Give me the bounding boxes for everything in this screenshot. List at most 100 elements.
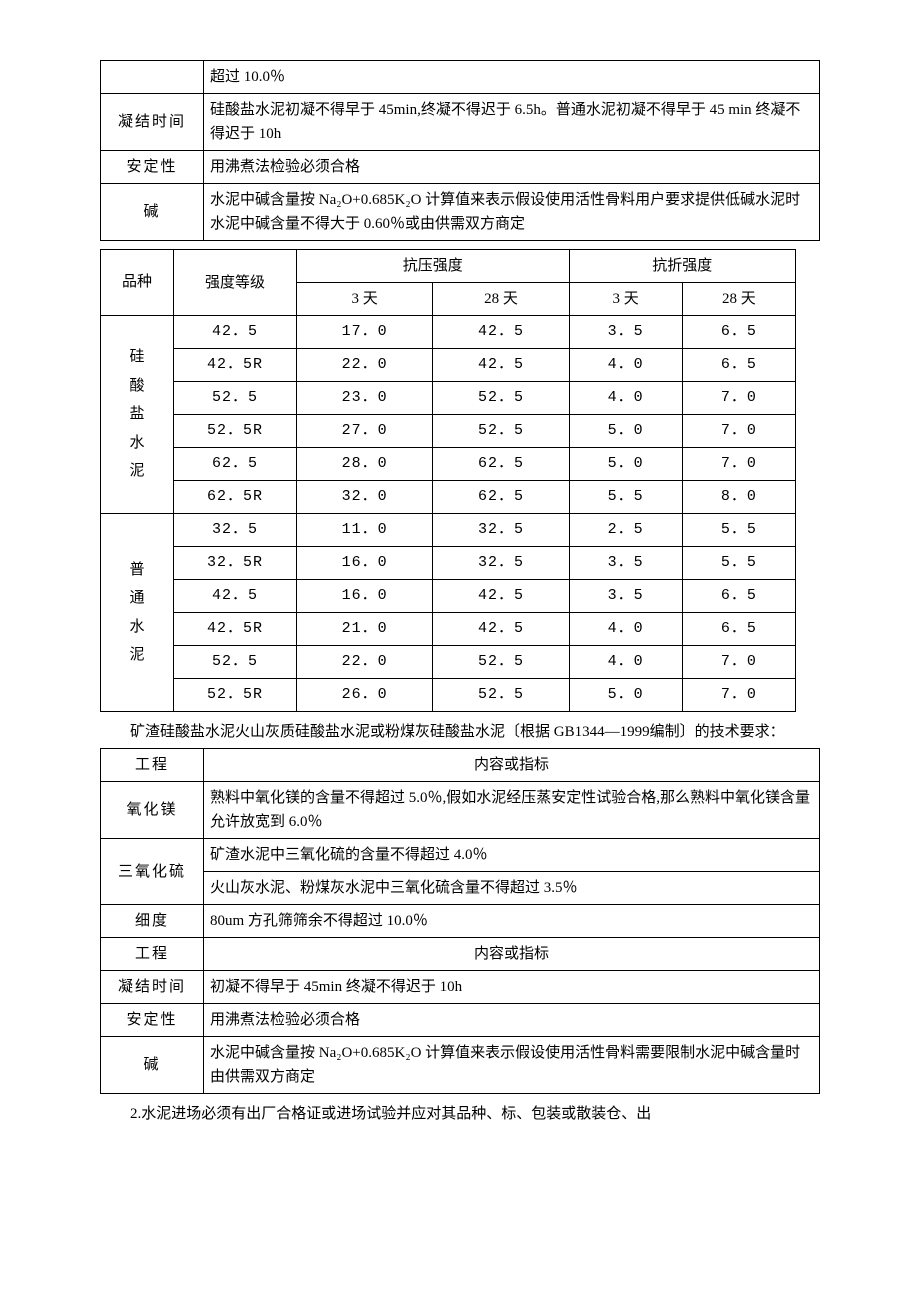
cell-c3: 16．0 [297,580,433,613]
cell-c3: 16．0 [297,547,433,580]
row-label: 安定性 [101,1004,204,1037]
cell-f28: 5．5 [682,514,795,547]
row-label: 凝结时间 [101,94,204,151]
properties-table-1: 超过 10.0％凝结时间硅酸盐水泥初凝不得早于 45min,终凝不得迟于 6.5… [100,60,820,241]
cell-f3: 2．5 [569,514,682,547]
cell-f3: 5．0 [569,415,682,448]
col-comp: 抗压强度 [297,250,570,283]
variety-label: 硅酸盐水泥 [101,316,174,514]
cell-grade: 42．5R [174,613,297,646]
row-label: 安定性 [101,151,204,184]
cell-c28: 62．5 [433,448,569,481]
cell-f3: 3．5 [569,547,682,580]
cell-f28: 7．0 [682,448,795,481]
paragraph-1: 矿渣硅酸盐水泥火山灰质硅酸盐水泥或粉煤灰硅酸盐水泥〔根据 GB1344—1999… [100,720,820,744]
cell-grade: 42．5 [174,316,297,349]
cell-f3: 5．0 [569,679,682,712]
cell-grade: 52．5R [174,415,297,448]
cell-grade: 62．5R [174,481,297,514]
col-28d: 28 天 [682,283,795,316]
variety-label: 普通水泥 [101,514,174,712]
row-content: 初凝不得早于 45min 终凝不得迟于 10h [204,971,820,1004]
cell-grade: 52．5 [174,382,297,415]
cell-grade: 42．5R [174,349,297,382]
row-label: 碱 [101,184,204,241]
row-content: 超过 10.0％ [204,61,820,94]
col-flex: 抗折强度 [569,250,795,283]
cell-grade: 52．5R [174,679,297,712]
cell-c28: 42．5 [433,613,569,646]
cell-grade: 52．5 [174,646,297,679]
row-content: 内容或指标 [204,749,820,782]
cell-c3: 28．0 [297,448,433,481]
row-content: 水泥中碱含量按 Na₂O+0.685K₂O 计算值来表示假设使用活性骨料需要限制… [204,1037,820,1094]
paragraph-2: 2.水泥进场必须有出厂合格证或进场试验并应对其品种、标、包装或散装仓、出 [100,1102,820,1126]
cell-f28: 6．5 [682,316,795,349]
cell-c3: 21．0 [297,613,433,646]
cell-f28: 7．0 [682,382,795,415]
cell-c28: 42．5 [433,316,569,349]
cell-c28: 32．5 [433,547,569,580]
cell-f3: 4．0 [569,613,682,646]
col-variety: 品种 [101,250,174,316]
cell-f3: 4．0 [569,382,682,415]
cell-c28: 42．5 [433,349,569,382]
cell-grade: 32．5 [174,514,297,547]
cell-f3: 3．5 [569,580,682,613]
row-content: 用沸煮法检验必须合格 [204,151,820,184]
cell-c28: 62．5 [433,481,569,514]
row-label: 工程 [101,749,204,782]
cell-c28: 52．5 [433,382,569,415]
cell-c3: 23．0 [297,382,433,415]
cell-c3: 22．0 [297,349,433,382]
col-28d: 28 天 [433,283,569,316]
cell-f3: 3．5 [569,316,682,349]
cell-c3: 26．0 [297,679,433,712]
row-content: 矿渣水泥中三氧化硫的含量不得超过 4.0％ [204,839,820,872]
cell-grade: 62．5 [174,448,297,481]
cell-grade: 42．5 [174,580,297,613]
row-content: 80um 方孔筛筛余不得超过 10.0％ [204,905,820,938]
cell-grade: 32．5R [174,547,297,580]
cell-f3: 5．0 [569,448,682,481]
properties-table-2: 工程内容或指标氧化镁熟料中氧化镁的含量不得超过 5.0％,假如水泥经压蒸安定性试… [100,748,820,1094]
cell-f28: 5．5 [682,547,795,580]
cell-f28: 6．5 [682,580,795,613]
cell-f28: 6．5 [682,613,795,646]
cell-c28: 42．5 [433,580,569,613]
cell-c3: 11．0 [297,514,433,547]
cell-c3: 27．0 [297,415,433,448]
row-content: 内容或指标 [204,938,820,971]
cell-c28: 52．5 [433,679,569,712]
row-content: 熟料中氧化镁的含量不得超过 5.0％,假如水泥经压蒸安定性试验合格,那么熟料中氧… [204,782,820,839]
row-label: 工程 [101,938,204,971]
col-3d: 3 天 [297,283,433,316]
cell-f28: 7．0 [682,415,795,448]
row-content: 用沸煮法检验必须合格 [204,1004,820,1037]
cell-c28: 52．5 [433,646,569,679]
cell-f3: 5．5 [569,481,682,514]
cell-f28: 6．5 [682,349,795,382]
col-grade: 强度等级 [174,250,297,316]
cell-f3: 4．0 [569,646,682,679]
row-label: 三氧化硫 [101,839,204,905]
cell-c3: 32．0 [297,481,433,514]
row-label: 氧化镁 [101,782,204,839]
cell-c3: 17．0 [297,316,433,349]
cell-f28: 7．0 [682,679,795,712]
row-label: 凝结时间 [101,971,204,1004]
cell-c3: 22．0 [297,646,433,679]
cell-f28: 8．0 [682,481,795,514]
row-content: 硅酸盐水泥初凝不得早于 45min,终凝不得迟于 6.5h。普通水泥初凝不得早于… [204,94,820,151]
row-label: 细度 [101,905,204,938]
cell-f3: 4．0 [569,349,682,382]
cell-c28: 32．5 [433,514,569,547]
row-label [101,61,204,94]
col-3d: 3 天 [569,283,682,316]
row-label: 碱 [101,1037,204,1094]
row-content: 火山灰水泥、粉煤灰水泥中三氧化硫含量不得超过 3.5％ [204,872,820,905]
cell-f28: 7．0 [682,646,795,679]
cell-c28: 52．5 [433,415,569,448]
strength-table: 品种强度等级抗压强度抗折强度3 天28 天3 天28 天硅酸盐水泥42．517．… [100,249,820,712]
row-content: 水泥中碱含量按 Na₂O+0.685K₂O 计算值来表示假设使用活性骨料用户要求… [204,184,820,241]
